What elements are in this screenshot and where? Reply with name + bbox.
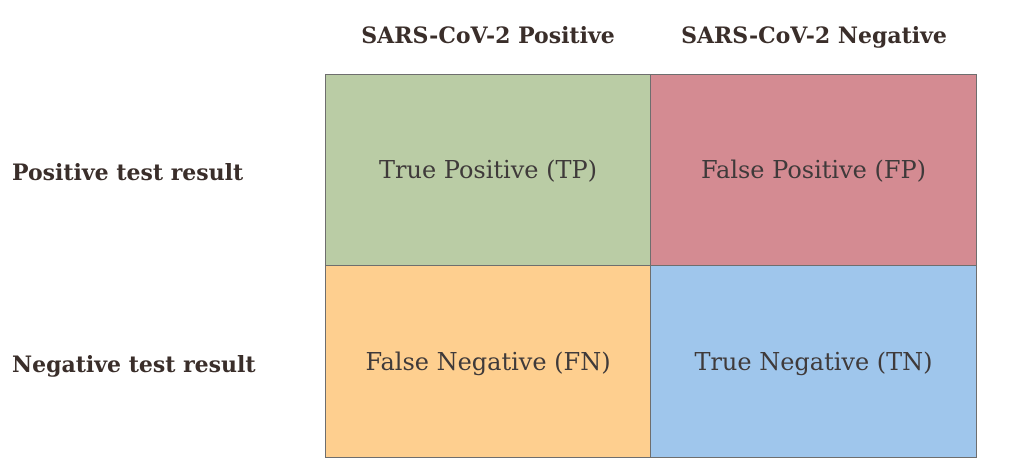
cell-true-negative-label: True Negative (TN)	[694, 347, 933, 376]
cell-true-positive: True Positive (TP)	[326, 75, 651, 266]
cell-true-negative: True Negative (TN)	[651, 266, 976, 457]
column-header-sars-cov-2-negative: SARS-CoV-2 Negative	[681, 23, 947, 49]
cell-false-negative: False Negative (FN)	[326, 266, 651, 457]
row-header-positive-test-result: Positive test result	[12, 160, 244, 186]
cell-false-positive: False Positive (FP)	[651, 75, 976, 266]
row-header-negative-test-result: Negative test result	[12, 352, 256, 378]
confusion-matrix-grid: True Positive (TP) False Positive (FP) F…	[325, 74, 977, 458]
column-header-sars-cov-2-positive: SARS-CoV-2 Positive	[361, 23, 615, 49]
cell-false-positive-label: False Positive (FP)	[700, 156, 926, 184]
cell-true-positive-label: True Positive (TP)	[379, 156, 597, 184]
cell-false-negative-label: False Negative (FN)	[365, 347, 611, 376]
